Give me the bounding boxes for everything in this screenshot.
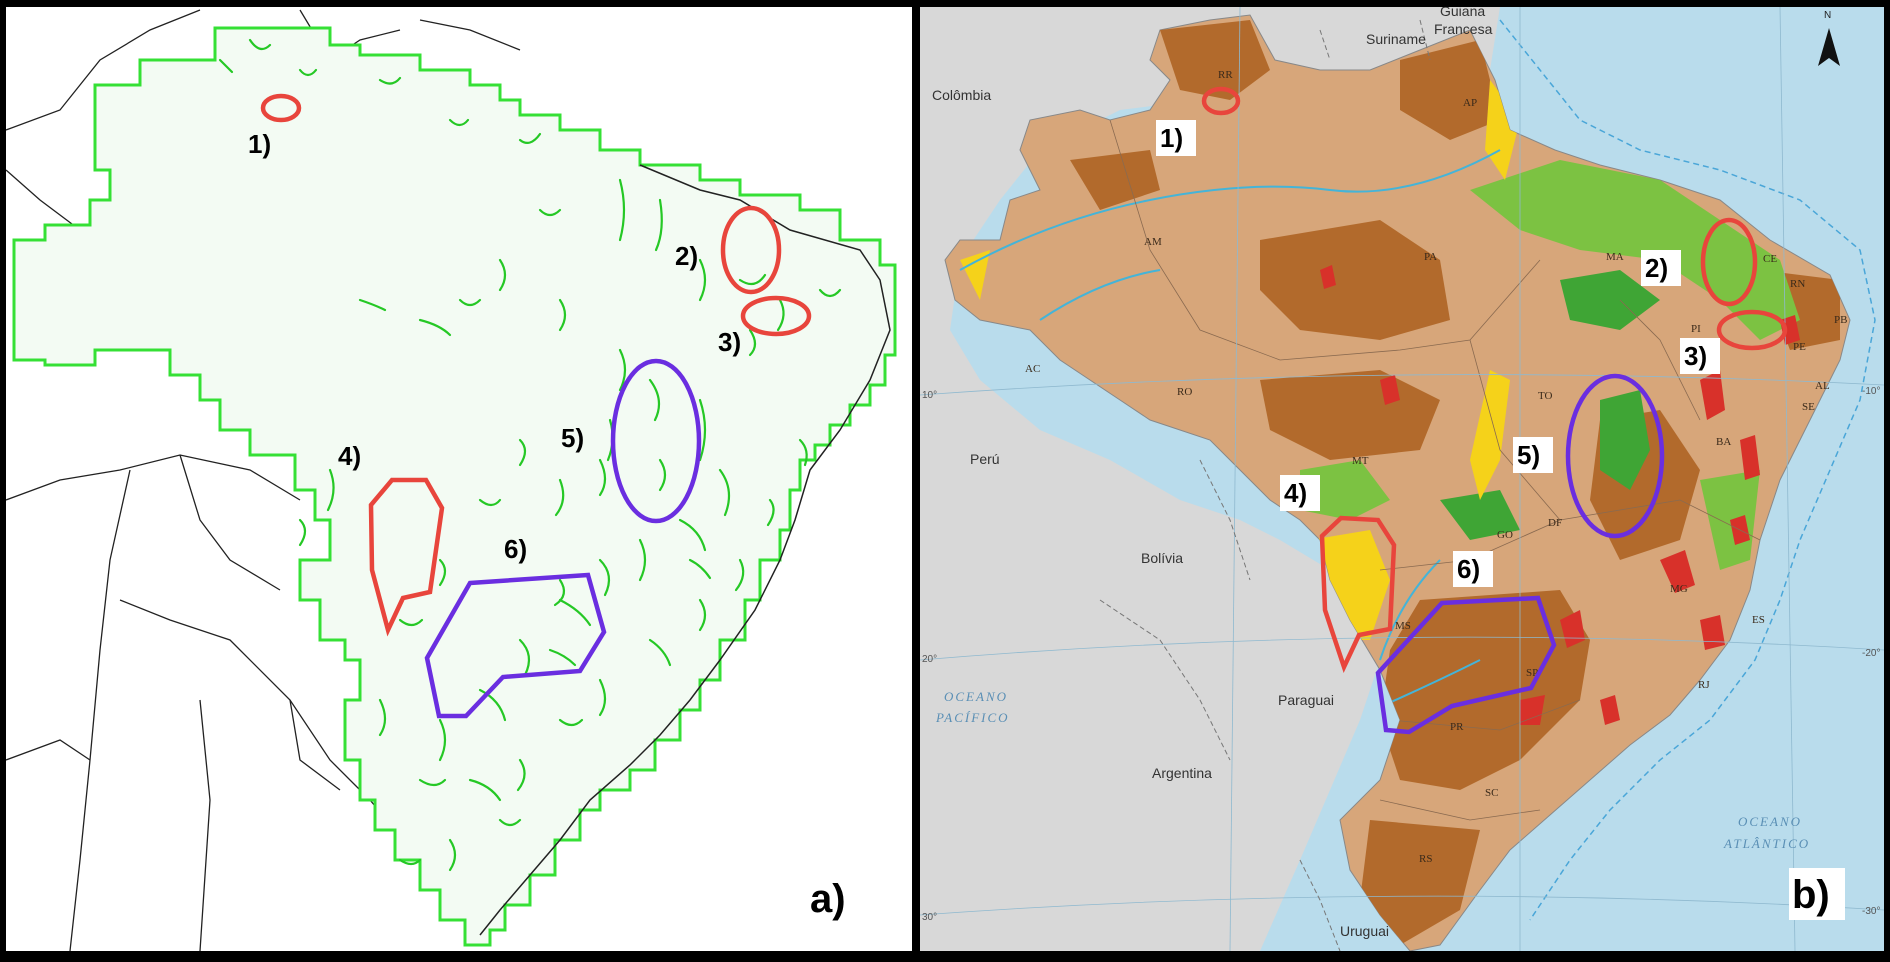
panel-b-country-labels: Suriname Guiana Francesa Colômbia Perú B…: [932, 3, 1493, 939]
state-label-df: DF: [1548, 517, 1562, 529]
marker-label-2: 2): [1645, 253, 1668, 283]
panel-b-green-regions: [1300, 160, 1800, 570]
state-label-mt: MT: [1352, 455, 1369, 467]
marker-labels-panel-a: 1) 2) 3) 4) 5) 6): [248, 129, 741, 564]
panel-b-country-borders: [1099, 19, 1431, 951]
country-label-uruguai: Uruguai: [1340, 923, 1389, 939]
marker-1-panel-a: [260, 93, 302, 123]
country-label-peru: Perú: [970, 451, 1000, 467]
state-label-ce: CE: [1763, 253, 1777, 265]
state-label-mg: MG: [1670, 583, 1688, 595]
north-arrow-label: N: [1824, 10, 1831, 21]
panel-b-ocean-labels: OCEANO PACÍFICO OCEANO ATLÂNTICO: [935, 689, 1810, 851]
state-label-ac: AC: [1025, 363, 1040, 375]
state-label-sc: SC: [1485, 787, 1498, 799]
state-label-pe: PE: [1793, 341, 1806, 353]
marker-1-panel-b: [1201, 86, 1241, 116]
state-label-ro: RO: [1177, 386, 1192, 398]
state-label-to: TO: [1538, 390, 1553, 402]
panel-a: [6, 7, 912, 951]
degree-label: 10°: [922, 390, 937, 401]
state-label-pr: PR: [1450, 721, 1464, 733]
degree-label: -30°: [1862, 906, 1880, 917]
panel-b: Suriname Guiana Francesa Colômbia Perú B…: [920, 3, 1884, 951]
state-label-ap: AP: [1463, 97, 1477, 109]
marker-4-panel-b: [1319, 515, 1397, 674]
state-label-ms: MS: [1395, 620, 1411, 632]
degree-label: 20°: [922, 654, 937, 665]
ocean-label-pacifico-2: PACÍFICO: [935, 710, 1010, 725]
marker-label-4: 4): [1284, 478, 1307, 508]
marker-2-panel-a: [720, 205, 782, 295]
markers: [260, 86, 1788, 735]
state-label-ma: MA: [1606, 251, 1624, 263]
panel-b-degree-labels: 10° -10° 20° -20° 30° -30°: [922, 386, 1880, 923]
panel-a-coastline: [479, 164, 891, 936]
marker-label-3: 3): [1684, 341, 1707, 371]
state-label-es: ES: [1752, 614, 1765, 626]
marker-6-panel-a: [424, 572, 607, 719]
marker-label-6: 6): [504, 534, 527, 564]
ocean-label-atlantico-2: ATLÂNTICO: [1723, 836, 1810, 851]
ocean-label-atlantico-1: OCEANO: [1738, 814, 1802, 829]
state-label-am: AM: [1144, 236, 1162, 248]
marker-label-1: 1): [1160, 123, 1183, 153]
degree-label: -20°: [1862, 648, 1880, 659]
country-label-suriname: Suriname: [1366, 31, 1426, 47]
country-label-colombia: Colômbia: [932, 87, 991, 103]
panel-a-green-patches: [218, 38, 842, 872]
degree-label: 30°: [922, 912, 937, 923]
marker-label-5: 5): [561, 423, 584, 453]
marker-labels-panel-b: 1) 2) 3) 4) 5) 6): [1156, 120, 1720, 587]
country-label-guiana: Guiana: [1440, 3, 1485, 19]
marker-label-2: 2): [675, 241, 698, 271]
state-label-rs: RS: [1419, 853, 1432, 865]
state-label-go: GO: [1497, 529, 1513, 541]
state-label-pb: PB: [1834, 314, 1847, 326]
state-label-rn: RN: [1790, 278, 1805, 290]
marker-5-panel-b: [1565, 373, 1665, 539]
north-arrow-icon: N: [1818, 10, 1840, 66]
state-label-pi: PI: [1691, 323, 1701, 335]
marker-label-3: 3): [718, 327, 741, 357]
panel-b-neighbour-land: [920, 7, 1500, 951]
marker-label-4: 4): [338, 441, 361, 471]
panel-b-state-labels: RR AP AM PA MA CE RN PB PI PE AL SE AC R…: [1025, 69, 1847, 865]
panel-label-b: b): [1792, 873, 1830, 917]
marker-4-panel-a: [368, 477, 445, 637]
marker-3-panel-b: [1716, 309, 1788, 351]
panel-b-rivers: [959, 149, 1501, 721]
marker-5-panel-a: [610, 358, 702, 524]
state-label-ba: BA: [1716, 436, 1731, 448]
state-label-se: SE: [1802, 401, 1815, 413]
panel-b-maritime-boundary: [1499, 19, 1876, 921]
marker-2-panel-b: [1700, 217, 1758, 307]
state-label-al: AL: [1815, 380, 1830, 392]
marker-6-panel-b: [1375, 595, 1557, 735]
panel-b-graticule: [920, 7, 1884, 951]
panel-label-a: a): [810, 877, 846, 921]
state-label-rr: RR: [1218, 69, 1233, 81]
degree-label: -10°: [1862, 386, 1880, 397]
state-label-rj: RJ: [1698, 679, 1710, 691]
ocean-label-pacifico-1: OCEANO: [944, 689, 1008, 704]
country-label-argentina: Argentina: [1152, 765, 1212, 781]
marker-3-panel-a: [740, 295, 812, 337]
marker-label-1: 1): [248, 129, 271, 159]
marker-label-5: 5): [1517, 440, 1540, 470]
country-label-paraguai: Paraguai: [1278, 692, 1334, 708]
state-label-pa: PA: [1424, 251, 1437, 263]
country-label-francesa: Francesa: [1434, 21, 1493, 37]
panel-a-coverage-outline: [12, 26, 897, 947]
marker-label-6: 6): [1457, 554, 1480, 584]
country-label-bolivia: Bolívia: [1141, 550, 1183, 566]
